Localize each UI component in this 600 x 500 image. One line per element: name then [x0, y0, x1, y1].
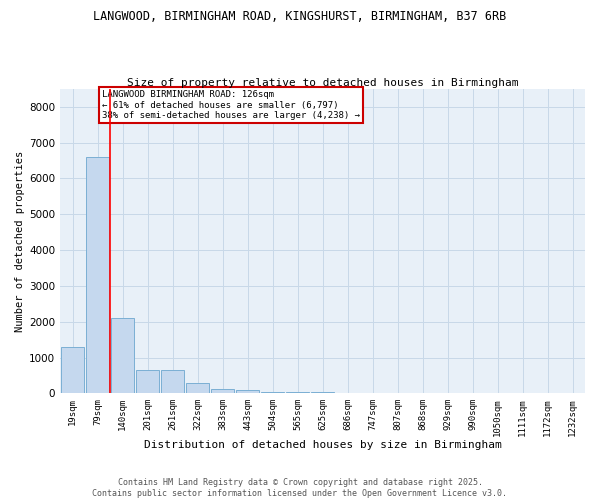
- Bar: [86, 157, 109, 394]
- Text: Contains HM Land Registry data © Crown copyright and database right 2025.
Contai: Contains HM Land Registry data © Crown c…: [92, 478, 508, 498]
- Bar: [286, 392, 309, 394]
- Bar: [187, 383, 209, 394]
- X-axis label: Distribution of detached houses by size in Birmingham: Distribution of detached houses by size …: [144, 440, 502, 450]
- Text: LANGWOOD BIRMINGHAM ROAD: 126sqm
← 61% of detached houses are smaller (6,797)
38: LANGWOOD BIRMINGHAM ROAD: 126sqm ← 61% o…: [102, 90, 360, 120]
- Bar: [262, 392, 284, 394]
- Y-axis label: Number of detached properties: Number of detached properties: [15, 150, 25, 332]
- Bar: [311, 392, 334, 394]
- Bar: [211, 388, 234, 394]
- Bar: [236, 390, 259, 394]
- Bar: [112, 318, 134, 394]
- Bar: [136, 370, 159, 394]
- Title: Size of property relative to detached houses in Birmingham: Size of property relative to detached ho…: [127, 78, 518, 88]
- Text: LANGWOOD, BIRMINGHAM ROAD, KINGSHURST, BIRMINGHAM, B37 6RB: LANGWOOD, BIRMINGHAM ROAD, KINGSHURST, B…: [94, 10, 506, 23]
- Bar: [161, 370, 184, 394]
- Bar: [61, 347, 84, 394]
